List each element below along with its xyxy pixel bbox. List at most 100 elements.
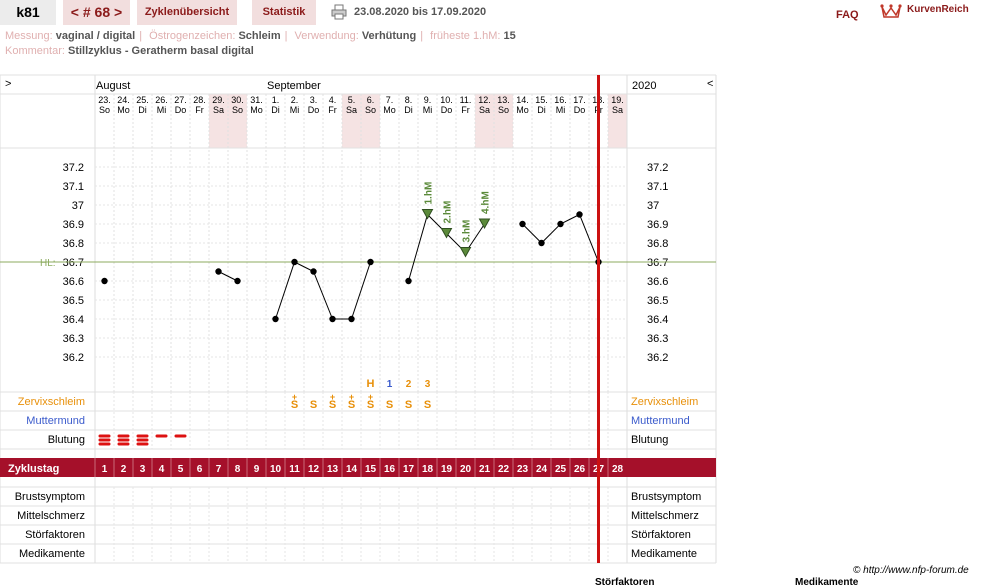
- estrogen-label: Östrogenzeichen:: [149, 30, 236, 42]
- higher-measurement-marker: [459, 247, 472, 258]
- bleeding-mark: [98, 442, 111, 446]
- date-day-number: 3.: [310, 95, 318, 105]
- brand-logo[interactable]: KurvenReich: [880, 3, 980, 21]
- tab-cycle-overview[interactable]: Zyklenübersicht: [137, 0, 237, 25]
- row-label-cervix-right: Muttermund: [631, 415, 690, 427]
- cycle-day-number: 5: [178, 464, 184, 475]
- temp-tick-left: 36.8: [63, 238, 84, 250]
- date-weekday: Mo: [250, 105, 263, 115]
- date-day-number: 14.: [516, 95, 529, 105]
- higher-measurement-marker: [421, 209, 434, 220]
- date-day-number: 6.: [367, 95, 375, 105]
- cycle-day-number: 23: [517, 464, 529, 475]
- date-day-number: 26.: [155, 95, 168, 105]
- year-label: 2020: [632, 80, 656, 92]
- coverline-label: HL:: [40, 258, 56, 269]
- bleeding-mark: [117, 434, 130, 438]
- weekend-column: [228, 94, 247, 148]
- date-day-number: 10.: [440, 95, 453, 105]
- higher-measurement-marker: [478, 218, 491, 230]
- cycle-navigator[interactable]: < # 68 >: [63, 0, 130, 25]
- bleeding-mark: [98, 438, 111, 442]
- date-day-number: 29.: [212, 95, 225, 105]
- date-day-number: 30.: [231, 95, 244, 105]
- temp-tick-right: 36.6: [647, 276, 668, 288]
- cycle-day-number: 4: [159, 464, 165, 475]
- date-day-number: 12.: [478, 95, 491, 105]
- date-range: 23.08.2020 bis 17.09.2020: [354, 6, 487, 18]
- date-day-number: 8.: [405, 95, 413, 105]
- comment-value: Stillzyklus - Geratherm basal digital: [67, 45, 254, 57]
- earliest-hm-label: früheste 1.hM:: [430, 30, 501, 42]
- weekend-column: [209, 94, 228, 148]
- date-weekday: Di: [404, 105, 413, 115]
- mucus-symbol: S: [424, 399, 431, 411]
- tab-statistics[interactable]: Statistik: [252, 0, 316, 25]
- bottom-row-label: Brustsymptom: [15, 491, 85, 503]
- cycle-day-label: Zyklustag: [8, 463, 59, 475]
- date-day-number: 23.: [98, 95, 111, 105]
- date-weekday: Mi: [556, 105, 566, 115]
- hm-label: 1.hM: [424, 182, 435, 205]
- weekend-column: [494, 94, 513, 148]
- faq-link[interactable]: FAQ: [836, 9, 859, 21]
- mucus-plus-mark: +: [349, 392, 354, 402]
- cycle-day-number: 26: [574, 464, 586, 475]
- bleeding-mark: [155, 434, 168, 438]
- temp-tick-right: 36.3: [647, 333, 668, 345]
- bottom-row-label-right: Medikamente: [631, 548, 697, 560]
- scroll-left-arrow: >: [5, 78, 11, 90]
- date-day-number: 15.: [535, 95, 548, 105]
- date-day-number: 28.: [193, 95, 206, 105]
- hm-label: 3.hM: [462, 220, 473, 243]
- date-day-number: 27.: [174, 95, 187, 105]
- date-weekday: Fr: [461, 105, 470, 115]
- top-bar: k81 < # 68 > Zyklenübersicht Statistik 2…: [0, 0, 981, 25]
- temp-tick-left: 36.7: [63, 257, 84, 269]
- mucus-peak-marker: H: [367, 378, 375, 390]
- mucus-symbol: S: [329, 399, 336, 411]
- temperature-point: [215, 268, 222, 275]
- bottom-row-label-right: Brustsymptom: [631, 491, 701, 503]
- temperature-point: [291, 258, 298, 266]
- temperature-point: [234, 277, 241, 285]
- date-weekday: Mi: [290, 105, 300, 115]
- weekend-column: [475, 94, 494, 148]
- bleeding-mark: [136, 438, 149, 442]
- cycle-day-number: 17: [403, 464, 415, 475]
- date-weekday: So: [498, 105, 509, 115]
- mucus-peak-count: 3: [425, 379, 431, 390]
- temp-tick-left: 36.9: [63, 219, 84, 231]
- cycle-day-number: 6: [197, 464, 203, 475]
- temp-tick-left: 37: [72, 200, 84, 212]
- cycle-day-number: 1: [102, 464, 108, 475]
- mucus-plus-mark: +: [330, 392, 335, 402]
- cycle-day-number: 20: [460, 464, 472, 475]
- temperature-point: [557, 220, 564, 228]
- temp-tick-left: 36.5: [63, 295, 84, 307]
- date-day-number: 24.: [117, 95, 130, 105]
- mucus-peak-count: 2: [406, 379, 412, 390]
- temp-tick-right: 37.1: [647, 181, 668, 193]
- cycle-day-number: 18: [422, 464, 434, 475]
- date-weekday: So: [99, 105, 110, 115]
- weekend-column: [608, 94, 627, 148]
- temperature-point: [405, 277, 412, 285]
- bottom-row-label: Störfaktoren: [25, 529, 85, 541]
- mucus-symbol: S: [291, 399, 298, 411]
- temperature-point: [519, 220, 526, 228]
- date-weekday: Do: [574, 105, 586, 115]
- higher-measurement-marker: [440, 228, 453, 239]
- usage-value: Verhütung: [361, 30, 417, 42]
- estrogen-value: Schleim: [238, 30, 281, 42]
- mucus-symbol: S: [405, 399, 412, 411]
- cycle-day-number: 21: [479, 464, 491, 475]
- cycle-day-number: 2: [121, 464, 127, 475]
- usage-label: Verwendung:: [294, 30, 359, 42]
- date-day-number: 25.: [136, 95, 149, 105]
- earliest-hm-value: 15: [503, 30, 516, 42]
- cycle-day-bar: [0, 458, 716, 477]
- print-icon[interactable]: [331, 4, 347, 20]
- date-weekday: Mo: [516, 105, 529, 115]
